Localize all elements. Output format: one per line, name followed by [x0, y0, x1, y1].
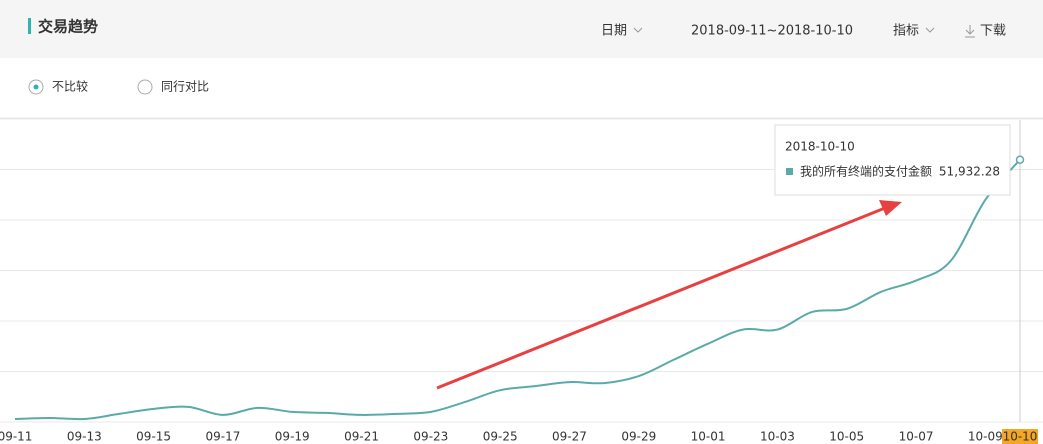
- tooltip-series: 我的所有终端的支付金额: [800, 164, 932, 179]
- tooltip-swatch: [786, 168, 793, 175]
- tooltip-value: 51,932.28: [939, 165, 1000, 179]
- download-button[interactable]: 下载: [980, 24, 1006, 39]
- x-tick-label: 09-25: [483, 430, 518, 444]
- x-tick-label: 09-13: [67, 430, 102, 444]
- dropdown-caret: [633, 27, 643, 33]
- arrow-head: [879, 200, 902, 216]
- x-tick-label: 09-29: [621, 430, 656, 444]
- x-tick-highlight: [1002, 429, 1038, 444]
- x-tick-label: 09-21: [344, 430, 379, 444]
- x-tick-label: 10-07: [899, 430, 934, 444]
- x-tick-label: 10-09: [968, 430, 1003, 444]
- tooltip-date: 2018-10-10: [785, 140, 855, 154]
- x-tick-label: 09-27: [552, 430, 587, 444]
- dropdown-caret: [925, 27, 935, 33]
- panel-title: 交易趋势: [38, 18, 98, 36]
- x-tick-label: 09-11: [0, 430, 32, 444]
- x-tick-label: 09-15: [136, 430, 171, 444]
- x-tick-label: 09-17: [205, 430, 240, 444]
- radio-unchecked[interactable]: [137, 79, 153, 95]
- date-dropdown[interactable]: 日期: [601, 24, 627, 39]
- date-range[interactable]: 2018-09-11~2018-10-10: [691, 24, 853, 39]
- x-tick-label: 09-19: [275, 430, 310, 444]
- x-tick-label: 10-03: [760, 430, 795, 444]
- header-bar: [0, 0, 1043, 58]
- x-tick-label: 09-23: [413, 430, 448, 444]
- x-tick-label: 10-01: [691, 430, 726, 444]
- annotation-arrow: [436, 206, 886, 390]
- line-series: [14, 159, 1021, 421]
- x-tick-label: 10-10: [1003, 430, 1038, 444]
- radio-dot: [33, 84, 39, 90]
- tooltip: [774, 124, 1011, 196]
- radio-label[interactable]: 不比较: [52, 79, 88, 94]
- download-icon: [965, 25, 975, 38]
- title-accent: [28, 18, 31, 34]
- hover-point: [1015, 155, 1025, 164]
- x-tick-label: 10-05: [829, 430, 864, 444]
- metric-dropdown[interactable]: 指标: [893, 24, 919, 39]
- radio-label[interactable]: 同行对比: [161, 80, 209, 94]
